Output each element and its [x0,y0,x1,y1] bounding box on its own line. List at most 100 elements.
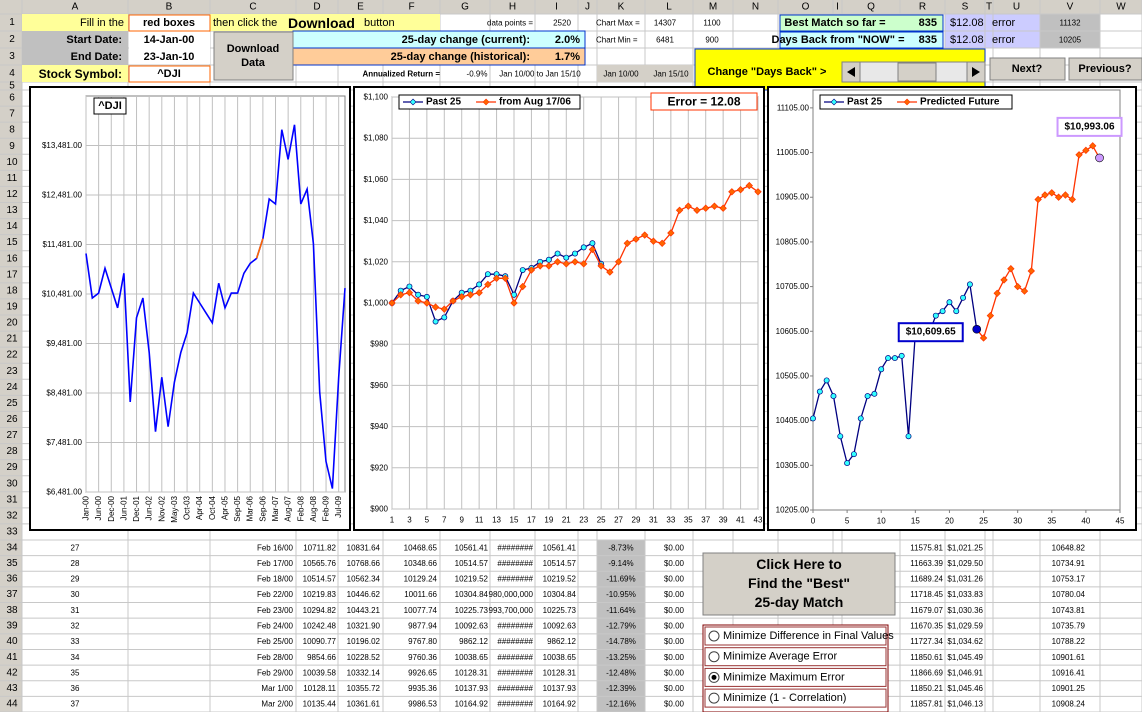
table-cell: 10294.82 [303,606,337,615]
data-point [966,281,973,288]
x-tick-label: Jun-01 [119,495,128,520]
x-tick-label: 15 [911,517,920,526]
table-cell: 10788.22 [1052,637,1086,646]
table-cell: 10514.57 [303,575,337,584]
option-label: Minimize Maximum Error [723,671,845,683]
next-button[interactable] [989,57,1066,81]
table-cell: $0.00 [664,590,685,599]
table-cell: 9862.12 [459,637,488,646]
table-cell: 32 [71,622,80,631]
table-cell: 11850.21 [910,684,943,693]
table-cell: 10077.74 [404,606,438,615]
data-point [432,318,439,325]
table-cell: 10361.61 [347,700,381,709]
row-header: 36 [6,574,18,585]
data-point [414,297,422,305]
y-tick-label: $12,481.00 [42,191,83,200]
data-point [960,294,967,301]
data-point [553,258,562,266]
x-tick-label: 5 [845,517,850,526]
data-point [415,291,422,298]
x-tick-label: 5 [425,516,430,525]
table-cell: 10916.41 [1052,668,1086,677]
cell-text: Download [288,15,355,31]
cell-text: Annualized Return = [362,70,440,79]
data-point [588,245,597,254]
cell-text: Previous? [1078,63,1131,75]
table-cell: 10038.65 [455,653,489,662]
radio-button[interactable] [708,630,720,642]
row-header: 16 [6,253,18,264]
table-cell: $0.00 [664,653,685,662]
table-cell: 10225.73 [543,606,577,615]
row-header: 33 [6,526,18,537]
data-point [1041,191,1049,199]
x-tick-label: 10 [877,517,886,526]
data-point [830,393,837,400]
data-point [527,266,536,274]
table-cell: 9935.36 [408,684,437,693]
column-header: T [986,2,992,13]
cell-text: End Date: [71,51,122,63]
table-cell: 10128.11 [303,684,336,693]
table-cell: 10768.66 [347,559,381,568]
row-header: 42 [6,667,18,678]
x-tick-label: Mar-06 [246,495,255,521]
previous-button[interactable] [1068,57,1142,81]
table-cell: 10561.41 [455,543,489,552]
x-tick-label: Feb-09 [322,495,331,521]
table-cell: -11.64% [606,606,635,615]
data-point [476,281,483,288]
table-cell: -12.16% [606,700,636,709]
x-tick-label: Jul-09 [334,495,343,517]
download-button[interactable] [213,31,294,81]
data-point [891,355,898,362]
table-cell: $0.00 [664,543,685,552]
find-best-button[interactable] [702,552,896,616]
column-header: I [555,2,558,13]
table-cell: ######## [497,668,533,677]
table-cell: 10090.77 [303,637,337,646]
radio-button[interactable] [708,651,720,663]
table-cell: 10901.25 [1052,684,1086,693]
table-cell: 33 [71,637,80,646]
table-cell: -12.79% [606,622,636,631]
column-header: S [962,2,969,13]
table-cell: -11.69% [606,575,635,584]
data-point [728,188,736,196]
data-point [1007,265,1015,273]
table-cell: 10137.93 [455,684,489,693]
column-header: M [709,2,717,13]
row-header: 1 [9,17,15,28]
data-point [905,433,912,440]
cell-text: Fill in the [80,17,124,29]
data-point [993,289,1001,297]
cell-text: Change "Days Back" > [708,66,827,78]
y-tick-label: 10305.00 [776,461,810,470]
data-point [1020,287,1029,295]
x-tick-label: 20 [945,517,954,526]
series-line [85,124,346,489]
data-point [1068,195,1076,204]
data-point [986,311,995,320]
table-cell: Feb 24/00 [257,622,294,631]
data-point [623,239,631,247]
row-header: 13 [6,205,18,216]
x-tick-label: Dec-00 [107,495,116,521]
radio-button[interactable] [708,692,720,704]
input-box[interactable] [128,14,211,32]
x-tick-label: 39 [719,516,728,525]
legend-label: Past 25 [847,97,882,108]
data-point [519,282,527,291]
x-tick-label: 3 [407,516,412,525]
data-point [816,388,823,395]
scroll-thumb[interactable] [897,62,937,82]
table-cell: 36 [71,684,80,693]
input-box[interactable] [128,65,211,83]
table-cell: 10443.21 [347,606,381,615]
y-tick-label: $940 [370,422,388,431]
table-cell: $1,046.91 [947,668,983,677]
table-cell: -9.14% [608,559,633,568]
table-cell: -10.95% [606,590,636,599]
cell-bg [129,32,210,64]
